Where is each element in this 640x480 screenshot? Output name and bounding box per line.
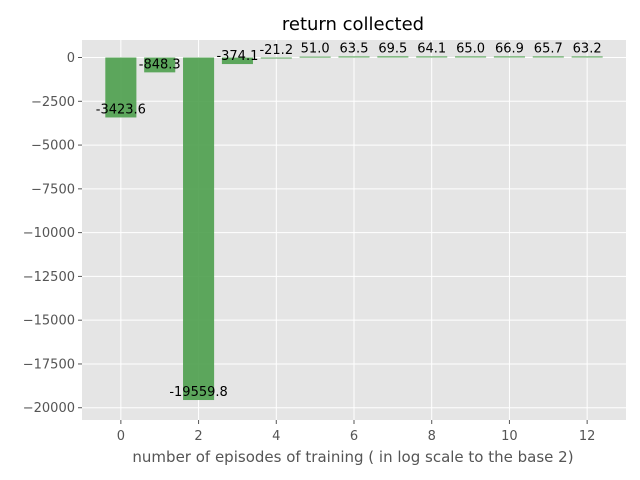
x-tick-label: 10	[501, 429, 518, 444]
bar	[377, 56, 409, 58]
bars	[105, 56, 603, 401]
bar	[144, 57, 176, 73]
y-tick-label: −15000	[23, 314, 75, 329]
bar	[416, 56, 448, 58]
data-label: 69.5	[378, 41, 407, 56]
data-label: 64.1	[417, 41, 446, 56]
data-label: -848.3	[139, 57, 181, 72]
bar	[493, 56, 525, 58]
data-label: 63.5	[340, 41, 369, 56]
chart-title: return collected	[282, 14, 424, 35]
x-tick-label: 6	[350, 429, 358, 444]
y-tick-label: −7500	[31, 182, 75, 197]
data-label: -19559.8	[169, 385, 227, 400]
bar	[532, 56, 564, 58]
x-tick-label: 2	[194, 429, 202, 444]
data-label: -3423.6	[96, 102, 146, 117]
bar	[105, 57, 137, 118]
bar	[571, 56, 603, 58]
y-tick-label: −20000	[23, 401, 75, 416]
x-tick-label: 4	[272, 429, 280, 444]
data-label: 51.0	[301, 42, 330, 57]
y-tick-label: −5000	[31, 139, 75, 154]
y-tick-label: −17500	[23, 357, 75, 372]
bar	[221, 57, 253, 65]
data-label: 65.7	[534, 41, 563, 56]
data-label: 63.2	[573, 41, 602, 56]
bar	[455, 56, 487, 58]
y-tick-label: −2500	[31, 95, 75, 110]
y-axis: 0 −2500 −5000 −7500 −10000 −12500 −15000 −17500…	[23, 51, 82, 416]
x-axis-label: number of episodes of training ( in log …	[132, 448, 573, 466]
x-tick-label: 12	[579, 429, 596, 444]
bar	[338, 56, 370, 58]
bar	[260, 57, 292, 59]
y-tick-label: 0	[67, 51, 75, 66]
y-tick-label: −12500	[23, 270, 75, 285]
x-axis: 0 2 4 6 8 10 12	[117, 420, 596, 444]
bar	[183, 57, 215, 401]
bar	[299, 56, 331, 58]
data-label: -21.2	[259, 43, 293, 58]
data-label: 65.0	[456, 41, 485, 56]
x-tick-label: 8	[428, 429, 436, 444]
data-label: 66.9	[495, 41, 524, 56]
x-tick-label: 0	[117, 429, 125, 444]
y-tick-label: −10000	[23, 226, 75, 241]
data-labels: -3423.6 -848.3 -19559.8 -374.1 -21.2 51.0 63.5…	[96, 41, 602, 400]
data-label: -374.1	[216, 49, 258, 64]
